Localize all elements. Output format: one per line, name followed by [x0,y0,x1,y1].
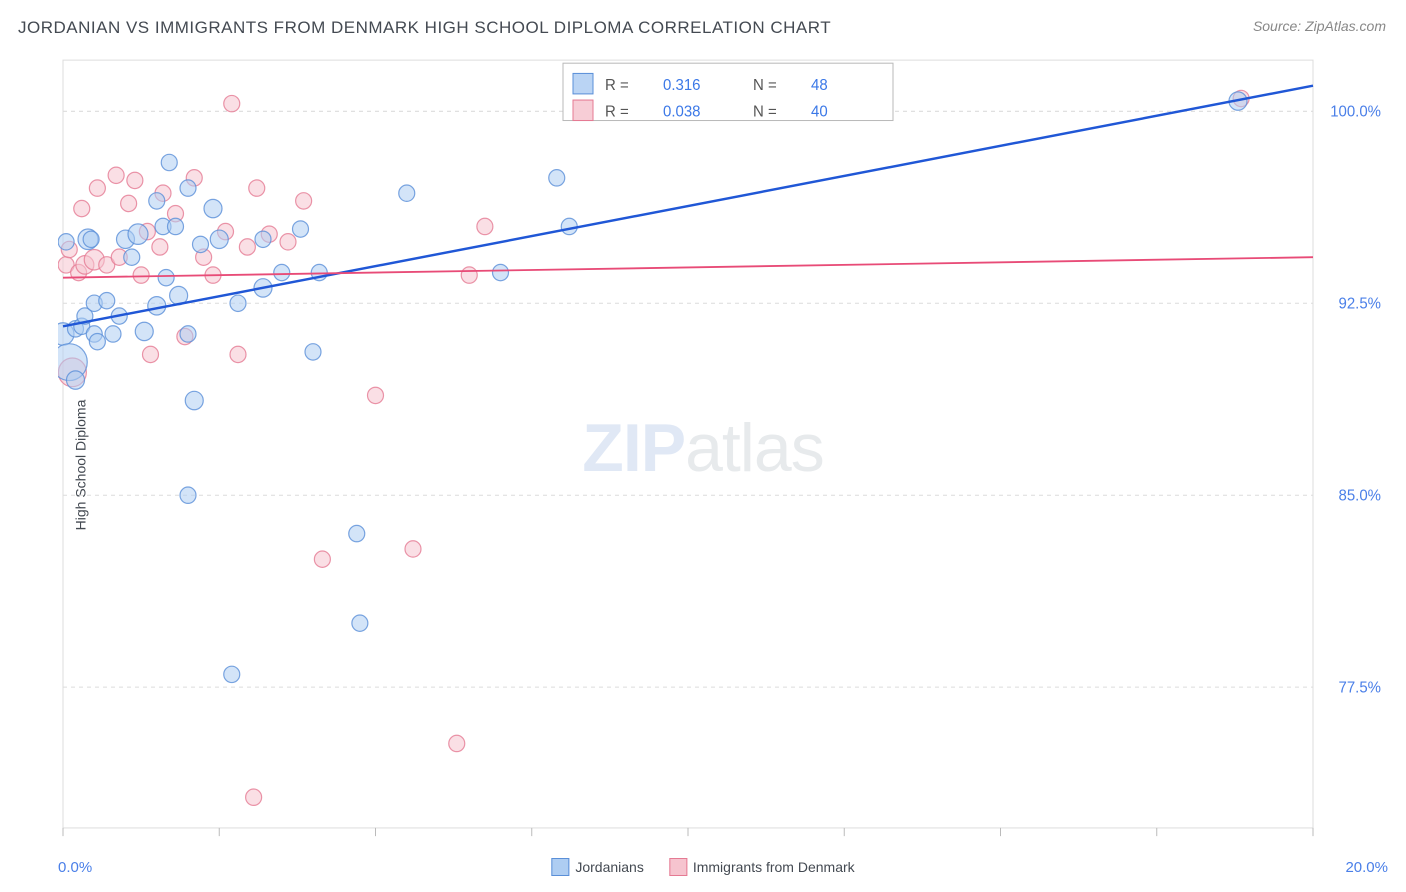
swatch-denmark [669,858,687,876]
legend-bottom: Jordanians Immigrants from Denmark [551,858,854,876]
swatch-jordanians [551,858,569,876]
chart-container: High School Diploma ZIPatlas 77.5%85.0%9… [18,55,1388,874]
x-axis-max-label: 20.0% [1345,859,1388,876]
chart-title: JORDANIAN VS IMMIGRANTS FROM DENMARK HIG… [18,18,831,38]
svg-text:85.0%: 85.0% [1339,487,1381,504]
svg-text:R =: R = [605,103,629,120]
source-attribution: Source: ZipAtlas.com [1253,18,1386,34]
svg-text:0.038: 0.038 [663,103,700,120]
x-axis-min-label: 0.0% [58,859,92,876]
svg-text:0.316: 0.316 [663,77,700,94]
scatter-plot: 77.5% 85.0% 92.5% 100.0% R = 0.316 N = 48 R = 0.0… [58,55,1388,874]
svg-text:100.0%: 100.0% [1330,103,1381,120]
svg-text:40: 40 [811,103,828,120]
svg-text:92.5%: 92.5% [1339,295,1381,312]
legend-item-jordanians: Jordanians [551,858,644,876]
svg-text:77.5%: 77.5% [1339,679,1381,696]
legend-label-jordanians: Jordanians [575,859,644,875]
legend-label-denmark: Immigrants from Denmark [693,859,855,875]
svg-text:N =: N = [753,77,777,94]
legend-item-denmark: Immigrants from Denmark [669,858,855,876]
svg-text:48: 48 [811,77,828,94]
svg-text:R =: R = [605,77,629,94]
svg-text:N =: N = [753,103,777,120]
